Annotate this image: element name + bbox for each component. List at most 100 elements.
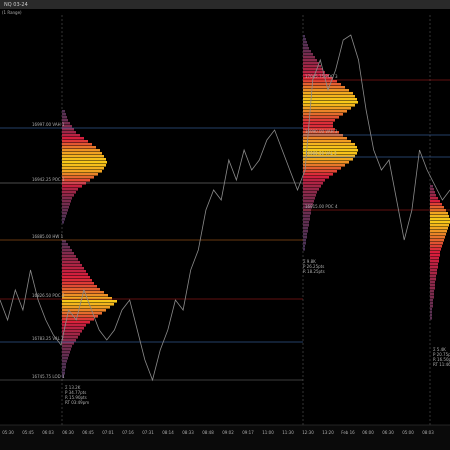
volume-row bbox=[303, 137, 347, 140]
volume-row bbox=[62, 194, 74, 197]
volume-row bbox=[303, 71, 325, 74]
volume-row bbox=[62, 122, 70, 125]
volume-row bbox=[62, 173, 98, 176]
volume-row bbox=[62, 179, 90, 182]
volume-row bbox=[62, 137, 84, 140]
volume-row bbox=[62, 158, 106, 161]
volume-row bbox=[62, 264, 82, 267]
volume-row bbox=[303, 68, 323, 71]
x-tick-label: 09:17 bbox=[242, 430, 254, 435]
volume-row bbox=[430, 212, 448, 215]
volume-row bbox=[62, 360, 67, 363]
volume-row bbox=[430, 236, 445, 239]
volume-row bbox=[303, 104, 355, 107]
x-tick-label: 07:16 bbox=[122, 430, 134, 435]
volume-row bbox=[430, 239, 444, 242]
x-tick-label: Feb 16 bbox=[341, 430, 355, 435]
volume-row bbox=[303, 161, 349, 164]
volume-row bbox=[303, 167, 341, 170]
volume-row bbox=[303, 62, 319, 65]
volume-row bbox=[62, 354, 69, 357]
volume-row bbox=[430, 308, 432, 311]
x-tick-label: 09:02 bbox=[222, 430, 234, 435]
volume-row bbox=[62, 282, 94, 285]
volume-row bbox=[62, 270, 86, 273]
volume-row bbox=[430, 230, 447, 233]
volume-row bbox=[62, 131, 76, 134]
x-tick-label: 11:30 bbox=[282, 430, 294, 435]
volume-row bbox=[430, 224, 449, 227]
volume-row bbox=[62, 140, 88, 143]
volume-row bbox=[62, 116, 67, 119]
volume-row bbox=[303, 191, 317, 194]
volume-row bbox=[62, 276, 90, 279]
volume-row bbox=[62, 279, 92, 282]
instrument[interactable]: NQ 03-24 bbox=[4, 2, 28, 8]
volume-row bbox=[62, 315, 98, 318]
volume-row bbox=[430, 206, 444, 209]
volume-row bbox=[62, 212, 67, 215]
info-text: P 26.25pts bbox=[303, 264, 324, 269]
volume-row bbox=[303, 122, 333, 125]
volume-row bbox=[62, 303, 114, 306]
info-text: R 18.25pts bbox=[303, 269, 325, 274]
volume-row bbox=[430, 200, 440, 203]
x-tick-label: 05:00 bbox=[402, 430, 414, 435]
volume-row bbox=[430, 290, 434, 293]
info-text: R 16.50pts bbox=[433, 357, 450, 362]
volume-row bbox=[62, 261, 80, 264]
volume-row bbox=[303, 143, 355, 146]
volume-row bbox=[62, 206, 69, 209]
info-text: RT 11:46pm bbox=[433, 362, 450, 367]
volume-row bbox=[303, 74, 329, 77]
volume-row bbox=[303, 215, 310, 218]
volume-row bbox=[303, 149, 358, 152]
info-text: R 15.90pts bbox=[65, 395, 87, 400]
volume-row bbox=[62, 342, 74, 345]
volume-row bbox=[303, 128, 335, 131]
volume-row bbox=[303, 206, 312, 209]
info-text: Σ 13.2K bbox=[65, 385, 81, 390]
toolbar bbox=[0, 0, 450, 9]
volume-row bbox=[303, 185, 321, 188]
volume-row bbox=[62, 300, 117, 303]
x-tick-label: 13:20 bbox=[322, 430, 334, 435]
volume-row bbox=[303, 233, 307, 236]
level-label: 16915.00 POC 4 bbox=[305, 204, 338, 209]
volume-row bbox=[62, 128, 74, 131]
volume-row bbox=[62, 309, 106, 312]
x-tick-label: 08:14 bbox=[162, 430, 174, 435]
x-tick-label: 06:30 bbox=[382, 430, 394, 435]
volume-row bbox=[430, 242, 443, 245]
volume-row bbox=[303, 158, 353, 161]
volume-row bbox=[303, 44, 308, 47]
volume-row bbox=[62, 366, 66, 369]
volume-row bbox=[62, 306, 110, 309]
volume-row bbox=[303, 176, 329, 179]
volume-row bbox=[430, 311, 432, 314]
volume-row bbox=[430, 287, 435, 290]
volume-row bbox=[62, 327, 84, 330]
x-tick-label: 06:00 bbox=[362, 430, 374, 435]
volume-row bbox=[62, 258, 78, 261]
level-label: 16990.00 VAH 3 bbox=[305, 129, 338, 134]
volume-row bbox=[430, 248, 441, 251]
volume-row bbox=[62, 249, 72, 252]
volume-row bbox=[303, 194, 316, 197]
volume-row bbox=[62, 146, 96, 149]
volume-row bbox=[430, 269, 437, 272]
volume-row bbox=[303, 110, 347, 113]
volume-row bbox=[62, 294, 108, 297]
volume-row bbox=[303, 212, 311, 215]
volume-row bbox=[430, 194, 436, 197]
volume-row bbox=[303, 230, 308, 233]
period-label: (1 Range) bbox=[2, 10, 22, 15]
info-text: P 20.75pts bbox=[433, 352, 450, 357]
volume-row bbox=[62, 255, 76, 258]
volume-row bbox=[303, 41, 307, 44]
volume-row bbox=[303, 131, 339, 134]
volume-row bbox=[303, 95, 355, 98]
volume-row bbox=[303, 125, 333, 128]
